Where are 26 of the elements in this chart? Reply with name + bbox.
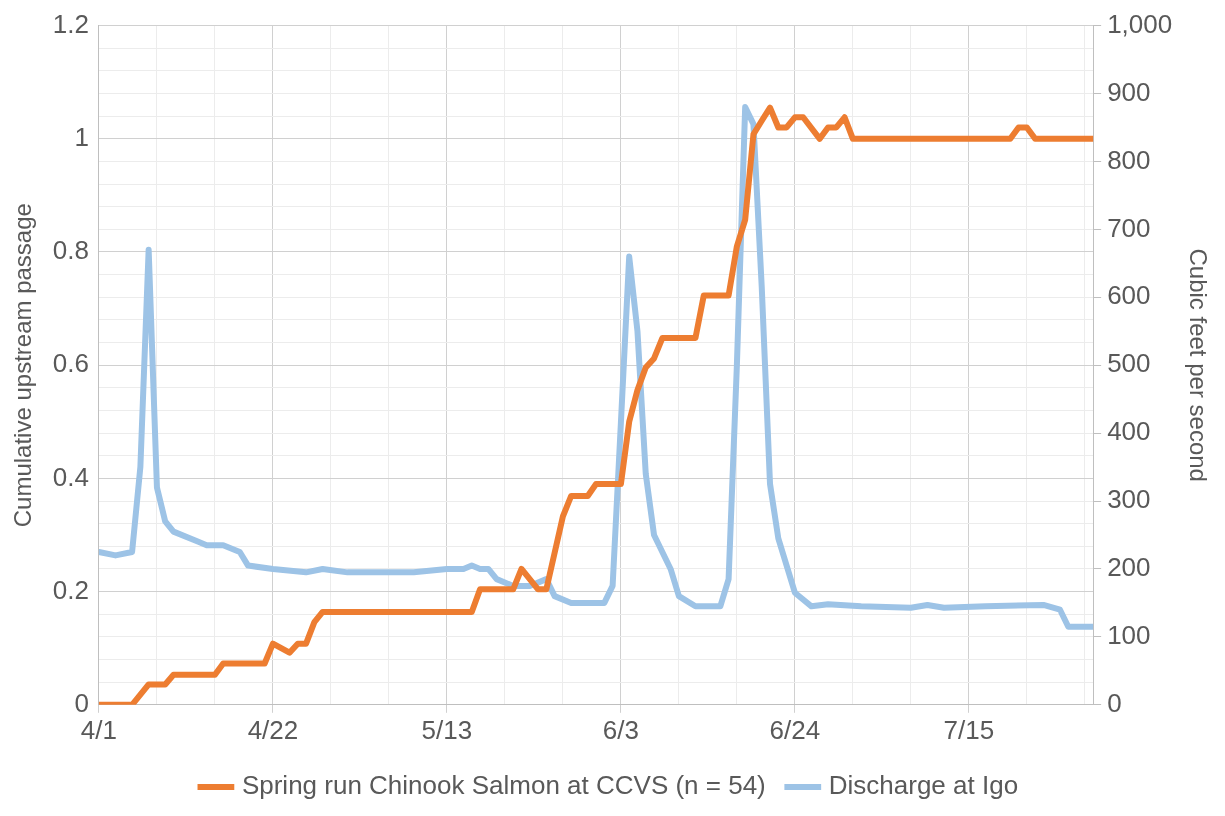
y-tick-label: 0.4 bbox=[52, 461, 89, 492]
x-tick-label: 5/13 bbox=[421, 714, 473, 745]
y2-tick-label: 800 bbox=[1107, 144, 1151, 175]
y-tick-label: 0.2 bbox=[52, 574, 89, 605]
y-tick-label: 1.2 bbox=[52, 8, 89, 39]
y2-tick-label: 0 bbox=[1107, 687, 1122, 718]
y2-tick-label: 1,000 bbox=[1107, 8, 1173, 39]
y-tick-label: 0.8 bbox=[52, 235, 89, 266]
y2-tick-label: 100 bbox=[1107, 620, 1151, 651]
y2-tick-label: 200 bbox=[1107, 552, 1151, 583]
y2-tick-label: 700 bbox=[1107, 212, 1151, 243]
x-tick-label: 7/15 bbox=[943, 714, 995, 745]
x-tick-label: 4/22 bbox=[247, 714, 299, 745]
legend-label: Spring run Chinook Salmon at CCVS (n = 54) bbox=[241, 770, 766, 801]
x-tick-label: 6/3 bbox=[602, 714, 639, 745]
legend-label: Discharge at Igo bbox=[828, 770, 1019, 801]
y2-tick-label: 400 bbox=[1107, 416, 1151, 447]
y-tick-label: 1 bbox=[74, 121, 89, 152]
y2-tick-label: 300 bbox=[1107, 484, 1151, 515]
y-tick-label: 0.6 bbox=[52, 348, 89, 379]
y2-axis-title: Cubic feet per second bbox=[1184, 248, 1212, 482]
y2-tick-label: 900 bbox=[1107, 76, 1151, 107]
y-axis-title: Cumulative upstream passage bbox=[9, 203, 37, 528]
x-tick-label: 6/24 bbox=[769, 714, 821, 745]
y2-tick-label: 500 bbox=[1107, 348, 1151, 379]
y2-tick-label: 600 bbox=[1107, 280, 1151, 311]
